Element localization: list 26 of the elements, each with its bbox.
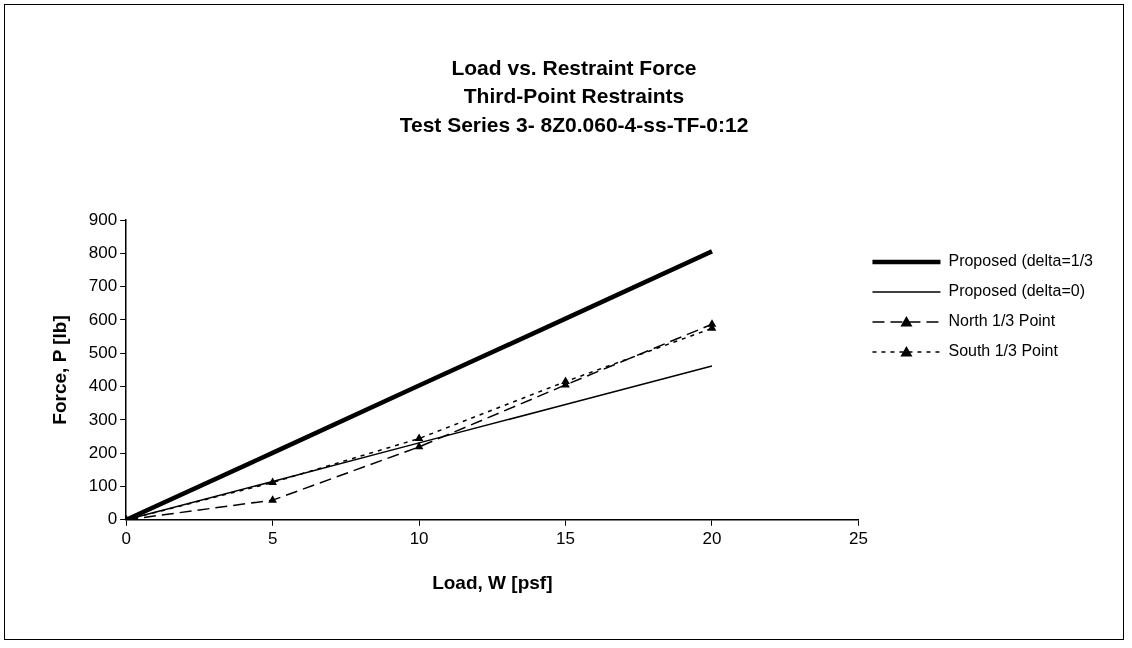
y-tick-label: 400 xyxy=(88,376,118,396)
x-axis-title: Load, W [psf] xyxy=(432,571,553,593)
legend-label: Proposed (delta=0) xyxy=(948,282,1085,300)
x-tick-label: 10 xyxy=(409,528,429,548)
legend-label: South 1/3 Point xyxy=(948,342,1059,360)
y-tick-label: 0 xyxy=(107,509,118,529)
y-tick-label: 700 xyxy=(88,276,118,296)
y-tick-label: 600 xyxy=(88,309,118,329)
x-tick-label: 15 xyxy=(556,528,575,548)
y-tick-label: 800 xyxy=(88,243,118,263)
point xyxy=(414,433,424,442)
chart-title: Load vs. Restraint Force Third-Point Restraints Test Series 3- 8Z0.060-4-ss-TF-0:12 xyxy=(399,55,749,136)
y-tick-label: 900 xyxy=(88,209,118,229)
point xyxy=(707,319,717,327)
legend-label: Proposed (delta=1/3 xyxy=(948,252,1094,270)
x-tick-label: 20 xyxy=(702,528,722,548)
y-tick-label: 500 xyxy=(88,342,118,362)
y-tick-label: 200 xyxy=(88,442,118,462)
point xyxy=(268,495,277,503)
x-tick-label: 0 xyxy=(121,528,131,548)
y-tick-label: 100 xyxy=(88,476,118,496)
y-tick-label: 300 xyxy=(88,409,118,429)
legend-label: North 1/3 Point xyxy=(948,312,1056,330)
x-tick-label: 5 xyxy=(267,528,278,548)
x-tick-label: 25 xyxy=(848,528,868,548)
y-axis-title: Force, P [lb] xyxy=(48,315,70,425)
